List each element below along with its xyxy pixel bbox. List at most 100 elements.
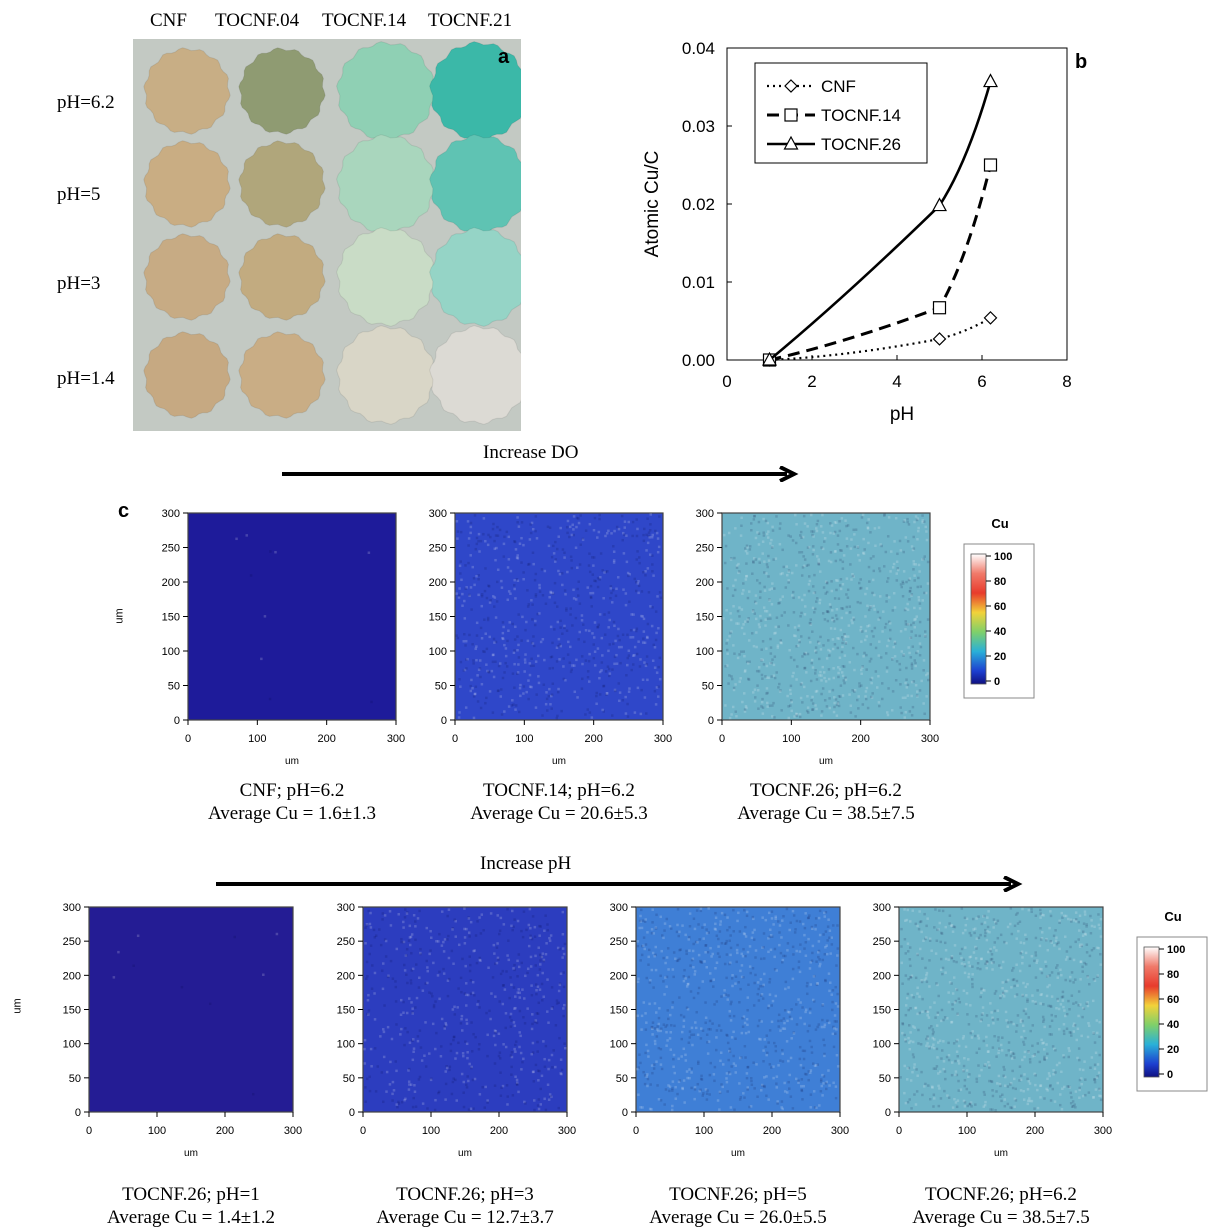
- map-pixel: [799, 943, 802, 946]
- map-pixel: [1054, 1015, 1057, 1018]
- map-pixel: [514, 1043, 517, 1047]
- map-pixel: [434, 1098, 437, 1102]
- map-pixel: [950, 1061, 954, 1064]
- map-pixel: [1078, 914, 1082, 918]
- map-pixel: [899, 683, 902, 686]
- map-pixel: [968, 1102, 971, 1106]
- map-pixel: [990, 1079, 993, 1083]
- legend-entry: CNF: [821, 77, 856, 96]
- map-pixel: [1016, 1014, 1020, 1017]
- map-pixel: [411, 1011, 414, 1014]
- map-pixel: [452, 1077, 456, 1080]
- map-pixel: [1055, 936, 1058, 939]
- map-pixel: [818, 674, 821, 677]
- map-pixel: [772, 701, 775, 705]
- map-pixel: [732, 1054, 735, 1058]
- map-pixel: [581, 662, 584, 666]
- colorbar-tick-label: 100: [1167, 944, 1185, 956]
- map-pixel: [739, 1096, 743, 1099]
- map-pixel: [571, 624, 574, 627]
- map-pixel: [691, 949, 695, 953]
- arrow-increase-ph: [216, 875, 1026, 893]
- map-pixel: [817, 916, 821, 920]
- map-pixel: [827, 648, 830, 652]
- map-pixel: [926, 1042, 929, 1045]
- map-pixel: [803, 1022, 806, 1026]
- map-pixel: [659, 1063, 663, 1066]
- map-pixel: [1058, 947, 1061, 951]
- map-pixel: [941, 909, 945, 913]
- map-pixel: [520, 521, 524, 524]
- map-pixel: [951, 1106, 955, 1109]
- map-pixel: [235, 537, 238, 541]
- map-pixel: [781, 548, 784, 552]
- map-pixel: [826, 619, 830, 623]
- map-pixel: [899, 706, 902, 709]
- map-pixel: [694, 1026, 698, 1030]
- map-pixel: [637, 584, 641, 588]
- map-pixel: [647, 1055, 650, 1058]
- map-pixel: [568, 661, 572, 664]
- map-pixel: [514, 548, 518, 551]
- map-pixel: [639, 658, 642, 661]
- map-pixel: [1040, 968, 1043, 971]
- map-pixel: [366, 998, 370, 1002]
- map-pixel: [538, 924, 541, 928]
- map-pixel: [574, 616, 578, 620]
- map-pixel: [654, 926, 658, 929]
- map-pixel: [1010, 932, 1014, 936]
- map-pixel: [906, 520, 909, 524]
- map-pixel: [563, 1003, 566, 1007]
- map-pixel: [667, 1084, 670, 1087]
- map-pixel: [734, 1064, 737, 1067]
- map-pixel: [748, 590, 751, 593]
- map-pixel: [1005, 941, 1008, 945]
- map-pixel: [1013, 1105, 1016, 1108]
- map-pixel: [501, 1002, 505, 1006]
- map-pixel: [492, 522, 495, 526]
- map-pixel: [732, 1014, 736, 1018]
- map-pixel: [695, 1010, 698, 1014]
- map-pixel: [798, 1057, 802, 1061]
- map-pixel: [753, 600, 757, 604]
- map-pixel: [868, 660, 872, 663]
- map-pixel: [962, 958, 966, 962]
- map-pixel: [904, 536, 908, 539]
- map-pixel: [737, 571, 740, 575]
- map-pixel: [518, 991, 521, 995]
- map-pixel: [447, 956, 451, 960]
- map-pixel: [543, 1097, 546, 1101]
- map-pixel: [860, 630, 864, 633]
- map-pixel: [793, 626, 797, 629]
- map-pixel: [767, 530, 770, 533]
- map-pixel: [738, 930, 742, 933]
- map-pixel: [921, 1010, 924, 1014]
- map-pixel: [509, 592, 512, 596]
- map-pixel: [461, 1029, 464, 1032]
- map-pixel: [723, 913, 727, 917]
- map-pixel: [496, 914, 499, 917]
- map-pixel: [1002, 995, 1006, 998]
- map-pixel: [835, 714, 839, 717]
- map-pixel: [856, 600, 860, 604]
- map-pixel: [1054, 1071, 1057, 1074]
- map-y-tick-label: 200: [337, 970, 355, 982]
- map-pixel: [754, 949, 758, 952]
- map-y-tick-label: 0: [75, 1107, 81, 1119]
- map-pixel: [646, 678, 649, 682]
- map-pixel: [604, 534, 607, 538]
- map-pixel: [1083, 961, 1086, 965]
- map-pixel: [468, 969, 472, 973]
- map-pixel: [726, 638, 729, 642]
- map-pixel: [720, 911, 724, 915]
- map-pixel: [1028, 1082, 1032, 1085]
- map-pixel: [786, 949, 789, 952]
- map-pixel: [550, 1053, 554, 1057]
- map-pixel: [751, 915, 755, 919]
- map-pixel: [414, 1105, 418, 1108]
- map-pixel: [364, 1100, 367, 1103]
- map-pixel: [828, 603, 832, 606]
- map-x-tick-label: 300: [1094, 1125, 1112, 1137]
- map-pixel: [1022, 941, 1026, 945]
- map-pixel: [402, 940, 405, 944]
